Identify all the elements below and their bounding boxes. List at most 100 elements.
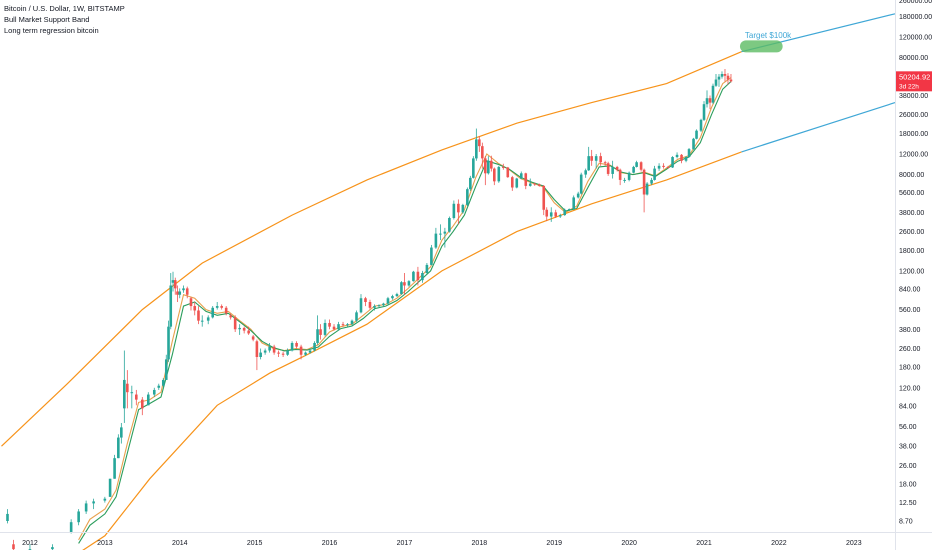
- candle-118: [558, 213, 562, 219]
- candle-body: [386, 298, 390, 304]
- candle-body: [178, 291, 182, 295]
- candle-137: [635, 160, 638, 168]
- candle-body: [337, 324, 340, 330]
- candle-74: [377, 304, 381, 307]
- candle-123: [579, 172, 583, 195]
- candle-body: [615, 166, 619, 170]
- candle-body: [69, 522, 73, 533]
- candle-body: [346, 324, 349, 326]
- candle-body: [599, 156, 602, 163]
- x-tick-label: 2013: [97, 540, 113, 547]
- candle-91: [452, 200, 456, 220]
- time-axis[interactable]: 2012 2013 2014 2015 2016 2017 2018 2019 2020 2021…: [22, 540, 862, 547]
- x-tick-label: 2018: [472, 540, 488, 547]
- candle-body: [726, 75, 730, 80]
- candle-25: [171, 271, 175, 292]
- candle-body: [77, 511, 80, 523]
- candle-140: [645, 182, 649, 196]
- candle-97: [475, 128, 478, 161]
- candle-body: [545, 209, 549, 217]
- candle-109: [519, 171, 523, 180]
- candle-body: [123, 379, 126, 409]
- candle-102: [490, 155, 493, 172]
- candle-body: [434, 233, 438, 248]
- candle-body: [182, 288, 185, 291]
- candle-53: [286, 348, 289, 356]
- candle-139: [642, 168, 646, 213]
- candle-13: [123, 350, 126, 423]
- x-tick-label: 2015: [247, 540, 263, 547]
- candle-body: [215, 306, 219, 308]
- y-tick-label: 8000.00: [899, 172, 924, 179]
- candle-18: [146, 392, 150, 406]
- candle-body: [705, 98, 709, 105]
- candle-body: [618, 169, 622, 180]
- candle-body: [268, 346, 271, 351]
- candle-body: [650, 179, 653, 184]
- candle-body: [671, 157, 674, 168]
- candle-body: [304, 352, 307, 355]
- bar-countdown: 3d 22h: [899, 83, 919, 90]
- candle-119: [563, 208, 567, 216]
- candle-body: [92, 501, 95, 504]
- candle-body: [364, 298, 367, 303]
- candle-11: [117, 434, 120, 459]
- candle-body: [723, 73, 727, 76]
- y-tick-label: 56.00: [899, 424, 917, 431]
- candle-body: [692, 138, 695, 150]
- candle-24: [169, 273, 173, 330]
- candle-body: [421, 273, 424, 281]
- y-tick-label: 260000.00: [899, 0, 932, 5]
- indicator-bull-market-support-band[interactable]: Bull Market Support Band: [4, 15, 90, 24]
- candle-body: [193, 306, 197, 311]
- candle-body: [657, 165, 661, 169]
- candle-135: [627, 171, 631, 182]
- candle-body: [197, 310, 200, 321]
- candle-body: [510, 177, 514, 188]
- candle-body: [501, 166, 505, 168]
- candle-60: [316, 315, 319, 345]
- candle-body: [711, 85, 715, 103]
- candle-body: [316, 329, 319, 343]
- candle-99: [481, 142, 484, 169]
- candle-body: [299, 346, 303, 355]
- candle-61: [319, 324, 322, 340]
- candle-body: [472, 158, 475, 178]
- y-tick-label: 1200.00: [899, 268, 924, 275]
- price-axis[interactable]: 260000.00180000.00120000.0080000.0056000…: [899, 0, 932, 526]
- indicator-long-term-regression[interactable]: Long term regression bitcoin: [4, 26, 99, 35]
- candle-body: [391, 296, 394, 299]
- candle-98: [478, 136, 481, 152]
- y-tick-label: 80000.00: [899, 55, 928, 62]
- candle-22: [164, 354, 168, 380]
- y-tick-label: 26.00: [899, 463, 917, 470]
- candle-23: [167, 320, 170, 362]
- candle-115: [545, 207, 549, 222]
- candle-body: [662, 165, 665, 167]
- target-label[interactable]: Target $100k: [745, 31, 792, 40]
- candle-body: [466, 189, 469, 205]
- candle-body: [169, 285, 173, 327]
- candle-155: [705, 90, 709, 108]
- candle-body: [200, 320, 204, 322]
- candle-143: [657, 163, 661, 171]
- candle-54: [290, 341, 294, 352]
- candle-body: [12, 544, 15, 550]
- candle-body: [277, 352, 280, 354]
- candle-body: [108, 478, 112, 497]
- candle-body: [506, 167, 510, 178]
- candle-body: [328, 322, 331, 327]
- y-tick-label: 120000.00: [899, 35, 932, 42]
- symbol-title[interactable]: Bitcoin / U.S. Dollar, 1W, BITSTAMP: [4, 4, 125, 13]
- candle-body: [533, 183, 537, 185]
- target-highlight[interactable]: [739, 40, 783, 53]
- candle-body: [185, 288, 189, 295]
- candle-160: [720, 71, 724, 79]
- candle-157: [711, 83, 715, 105]
- candle-body: [558, 215, 562, 217]
- y-tick-label: 2600.00: [899, 229, 924, 236]
- candle-body: [714, 79, 718, 86]
- candle-92: [457, 199, 460, 225]
